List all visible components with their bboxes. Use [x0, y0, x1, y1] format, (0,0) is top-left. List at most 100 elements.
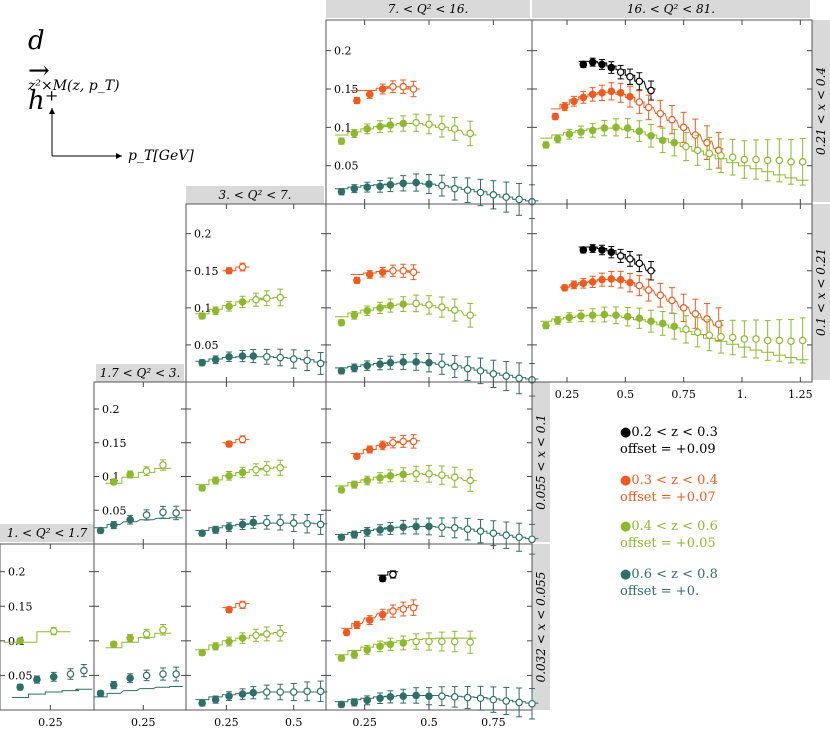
- y-tick-label: 0.05: [334, 160, 359, 173]
- y-tick-label: 0.15: [8, 600, 33, 613]
- data-point: [450, 693, 459, 701]
- y-tick-label: 0.05: [102, 504, 127, 517]
- data-point: [412, 178, 420, 187]
- data-point: [126, 634, 134, 642]
- data-point: [647, 266, 655, 275]
- y-axis-note: z²×M(z, p_T): [28, 78, 120, 94]
- data-point: [80, 666, 88, 675]
- data-point: [598, 275, 606, 284]
- data-point: [238, 468, 247, 477]
- data-point: [425, 180, 433, 188]
- data-point: [438, 122, 446, 131]
- data-point: [276, 518, 285, 527]
- data-point: [425, 637, 433, 646]
- panel-frame: [93, 543, 187, 711]
- theory-curve: [560, 279, 724, 327]
- y-tick-label: 0.2: [194, 228, 212, 241]
- data-point: [463, 364, 472, 373]
- data-point: [409, 437, 418, 446]
- data-point: [365, 90, 374, 99]
- x-tick-label: 0.25: [214, 716, 239, 729]
- data-point: [172, 509, 180, 517]
- data-point: [238, 520, 247, 529]
- data-point: [399, 523, 408, 531]
- data-point: [528, 699, 536, 708]
- data-point: [399, 639, 408, 647]
- theory-curve: [578, 60, 656, 90]
- data-point: [363, 476, 372, 485]
- data-point: [752, 155, 760, 164]
- data-point: [376, 304, 384, 312]
- data-point: [363, 646, 372, 654]
- data-point: [262, 630, 271, 638]
- data-point: [425, 692, 433, 700]
- data-point: [438, 692, 446, 700]
- data-point: [238, 690, 247, 698]
- data-point: [142, 671, 151, 680]
- data-point: [588, 58, 597, 66]
- data-point: [560, 284, 569, 292]
- data-point: [450, 306, 459, 314]
- data-point: [623, 312, 632, 321]
- data-point: [172, 670, 180, 678]
- data-point: [350, 364, 359, 372]
- data-point: [570, 281, 578, 289]
- data-point: [225, 523, 233, 531]
- data-point: [463, 693, 472, 702]
- legend-dot-3: ●: [620, 519, 632, 534]
- data-point: [399, 605, 408, 613]
- data-point: [463, 525, 472, 533]
- data-point: [412, 691, 420, 700]
- data-point: [126, 470, 134, 479]
- data-point: [399, 266, 408, 275]
- data-point: [252, 295, 260, 304]
- data-point: [198, 699, 206, 707]
- data-point: [238, 435, 247, 444]
- data-point: [579, 279, 588, 288]
- theory-curve: [335, 303, 477, 318]
- data-point: [262, 688, 271, 696]
- panel-frame: [185, 381, 327, 545]
- data-point: [225, 266, 233, 275]
- data-point: [211, 476, 220, 485]
- data-point: [635, 259, 644, 268]
- theory-curve: [195, 356, 328, 363]
- data-point: [276, 353, 285, 362]
- data-point: [682, 142, 690, 151]
- data-point: [142, 630, 151, 638]
- panel-frame: [185, 543, 327, 711]
- data-point: [515, 533, 523, 542]
- data-point: [528, 535, 536, 544]
- data-point: [16, 637, 24, 645]
- data-point: [386, 472, 395, 480]
- data-point: [579, 60, 588, 69]
- data-point: [647, 131, 655, 140]
- data-point: [438, 523, 446, 531]
- data-point: [612, 311, 620, 320]
- data-point: [763, 156, 772, 165]
- data-point: [159, 670, 167, 678]
- theory-curve: [335, 182, 539, 202]
- data-point: [365, 616, 374, 624]
- data-point: [670, 138, 679, 147]
- data-point: [142, 511, 151, 519]
- data-point: [787, 158, 795, 166]
- data-point: [350, 129, 359, 138]
- data-point: [635, 281, 644, 290]
- data-point: [598, 89, 606, 97]
- data-point: [647, 86, 655, 95]
- data-point: [49, 627, 58, 635]
- data-point: [409, 85, 418, 93]
- x-tick-label: 0.25: [38, 716, 63, 729]
- data-point: [337, 367, 346, 375]
- data-point: [502, 372, 511, 380]
- data-point: [225, 637, 233, 646]
- data-point: [249, 688, 258, 697]
- data-point: [551, 112, 560, 121]
- q2-header-4: 7. < Q² < 16.: [326, 0, 530, 18]
- data-point: [577, 128, 585, 136]
- data-point: [350, 650, 359, 659]
- data-point: [262, 518, 271, 527]
- data-point: [386, 358, 395, 367]
- data-point: [463, 186, 472, 195]
